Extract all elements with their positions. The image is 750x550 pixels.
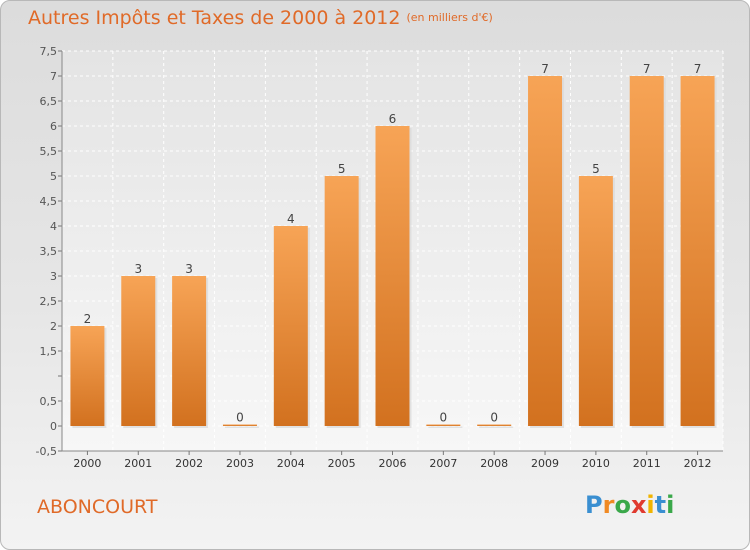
proxiti-logo: Proxiti — [585, 491, 674, 519]
y-tick-label: 6 — [50, 120, 57, 133]
x-tick-label: 2008 — [480, 457, 508, 470]
x-tick-label: 2004 — [277, 457, 305, 470]
logo-letter: P — [585, 491, 603, 519]
y-tick-label: 0 — [50, 420, 57, 433]
bar-value-label: 4 — [287, 212, 295, 226]
bar — [528, 76, 563, 426]
bar-value-label: 0 — [236, 411, 244, 425]
bar-value-label: 7 — [694, 62, 702, 76]
commune-name: ABONCOURT — [37, 496, 158, 518]
x-tick-label: 2002 — [175, 457, 203, 470]
y-tick-label: 2,5 — [40, 295, 58, 308]
y-tick-label: -0,5 — [36, 445, 57, 458]
y-tick-label: 4,5 — [40, 195, 58, 208]
bar — [629, 76, 664, 426]
bar-value-label: 5 — [338, 162, 346, 176]
bar-value-label: 0 — [490, 411, 498, 425]
x-tick-label: 2012 — [684, 457, 712, 470]
x-tick-label: 2007 — [429, 457, 457, 470]
bar — [477, 424, 512, 426]
y-tick-label: 3 — [50, 270, 57, 283]
bar-value-label: 2 — [84, 312, 92, 326]
chart-unit: (en milliers d'€) — [406, 11, 493, 24]
bar — [273, 226, 308, 426]
bar — [121, 276, 156, 426]
logo-letter: r — [602, 491, 615, 519]
x-tick-label: 2005 — [328, 457, 356, 470]
bar-value-label: 7 — [541, 62, 549, 76]
y-tick-label: 5,5 — [40, 145, 58, 158]
x-tick-label: 2003 — [226, 457, 254, 470]
bar — [426, 424, 461, 426]
y-tick-label: 1,5 — [40, 345, 58, 358]
y-tick-label: 3,5 — [40, 245, 58, 258]
bar-value-label: 5 — [592, 162, 600, 176]
y-tick-label: 7 — [50, 70, 57, 83]
bar — [680, 76, 715, 426]
logo-letter: x — [630, 491, 647, 519]
bar-shadow — [428, 426, 463, 428]
y-tick-label: 0,5 — [40, 395, 58, 408]
y-tick-label: 4 — [50, 220, 57, 233]
bar — [172, 276, 207, 426]
bar-value-label: 0 — [440, 411, 448, 425]
bar-value-label: 3 — [134, 262, 142, 276]
bar — [578, 176, 613, 426]
bar — [375, 126, 410, 426]
bar — [324, 176, 359, 426]
bar-value-label: 6 — [389, 112, 397, 126]
chart-title-text: Autres Impôts et Taxes de 2000 à 2012 — [28, 7, 401, 29]
logo-letter: o — [614, 491, 631, 519]
x-tick-label: 2000 — [73, 457, 101, 470]
x-tick-label: 2006 — [379, 457, 407, 470]
bar-shadow — [224, 426, 259, 428]
x-tick-label: 2001 — [124, 457, 152, 470]
logo-letter: i — [646, 491, 655, 519]
bar-value-label: 7 — [643, 62, 651, 76]
x-tick-label: 2009 — [531, 457, 559, 470]
bar-value-label: 3 — [185, 262, 193, 276]
bar-shadow — [479, 426, 514, 428]
bar — [70, 326, 105, 426]
y-tick-label: 7,5 — [40, 45, 58, 58]
y-tick-label: 5 — [50, 170, 57, 183]
x-tick-label: 2010 — [582, 457, 610, 470]
chart-title: Autres Impôts et Taxes de 2000 à 2012 (en… — [28, 7, 493, 29]
logo-letter: t — [654, 491, 667, 519]
bar — [222, 424, 257, 426]
y-tick-label: 2 — [50, 320, 57, 333]
x-tick-label: 2011 — [633, 457, 661, 470]
logo-letter: i — [666, 491, 675, 519]
y-tick-label: 6,5 — [40, 95, 58, 108]
